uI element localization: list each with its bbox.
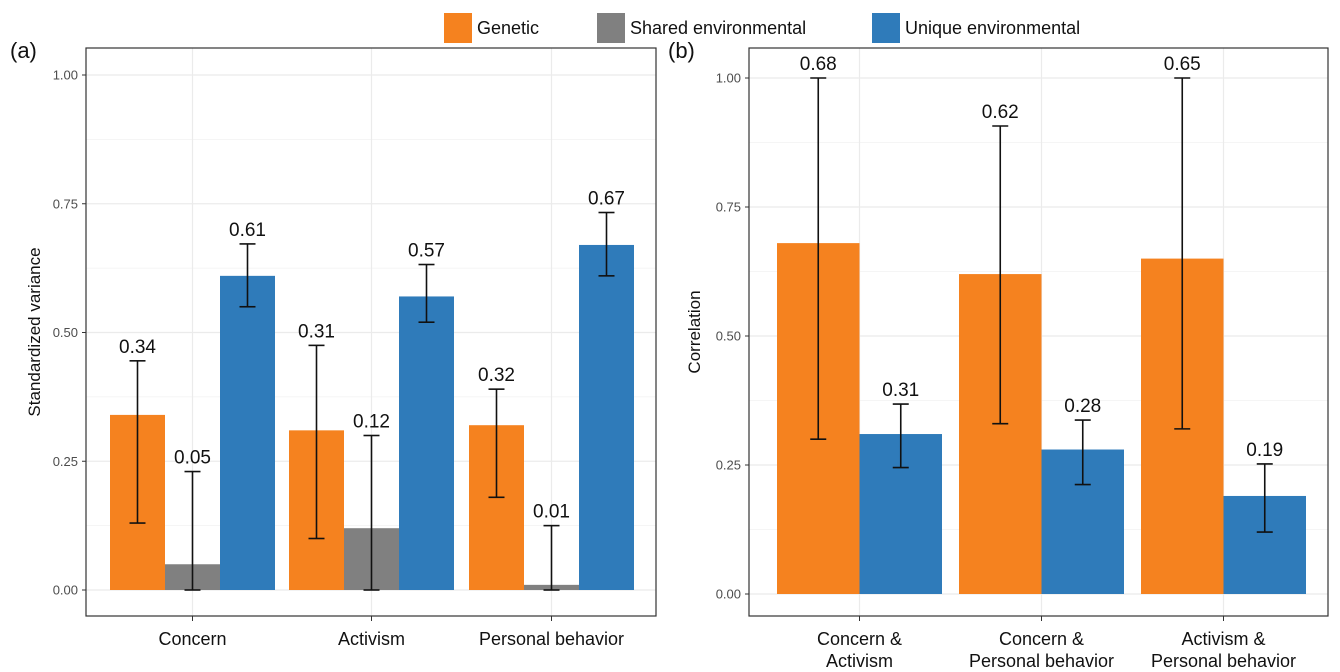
data-label: 0.34 [119,337,156,358]
data-label: 0.65 [1164,54,1201,75]
y-tick-label: 0.25 [716,458,741,473]
legend-label: Genetic [477,18,539,38]
y-tick-label: 0.50 [716,329,741,344]
data-label: 0.19 [1246,440,1283,461]
x-tick-label: Personal behavior [479,629,624,649]
y-axis-title: Standardized variance [25,247,44,416]
legend-swatch [597,13,625,43]
x-tick-label: Activism [338,629,405,649]
x-tick-label: Concern & [999,629,1084,649]
legend-swatch [444,13,472,43]
y-tick-label: 0.50 [53,325,78,340]
y-tick-label: 1.00 [53,68,78,83]
bar [220,275,275,590]
data-label: 0.31 [882,380,919,401]
y-tick-label: 0.00 [53,583,78,598]
data-label: 0.32 [478,365,515,386]
data-label: 0.12 [353,412,390,433]
data-label: 0.01 [533,502,570,523]
y-tick-label: 0.75 [716,200,741,215]
legend-label: Unique environmental [905,18,1080,38]
panel-b: (b) 0.00 0.25 0.50 0.75 1.00 Correlation 0.68 0.… [668,38,1329,671]
x-tick-label: Concern [158,629,226,649]
panel-a: (a) 0.00 0.25 0.50 0.75 1.00 Standardized vari… [10,38,657,649]
y-tick-label: 0.00 [716,587,741,602]
x-tick-label: Activism [826,651,893,671]
data-label: 0.05 [174,448,211,469]
x-tick-label: Personal behavior [1151,651,1296,671]
y-tick-label: 0.25 [53,454,78,469]
panel-border [748,47,1329,617]
bar [579,244,634,590]
panel-border [85,47,657,617]
panel-label: (a) [10,38,37,63]
data-label: 0.67 [588,189,625,210]
y-axis-title: Correlation [685,290,704,373]
legend-label: Shared environmental [630,18,806,38]
bar [399,296,454,590]
x-tick-label: Concern & [817,629,902,649]
panel-label: (b) [668,38,695,63]
legend: Genetic Shared environmental Unique enviro… [444,13,1080,43]
data-label: 0.31 [298,321,335,342]
data-label: 0.61 [229,220,266,241]
data-label: 0.68 [800,54,837,75]
y-tick-label: 0.75 [53,196,78,211]
y-tick-label: 1.00 [716,71,741,86]
x-tick-label: Activism & [1181,629,1265,649]
x-tick-label: Personal behavior [969,651,1114,671]
data-label: 0.28 [1064,396,1101,417]
data-label: 0.62 [982,102,1019,123]
data-label: 0.57 [408,241,445,262]
legend-swatch [872,13,900,43]
